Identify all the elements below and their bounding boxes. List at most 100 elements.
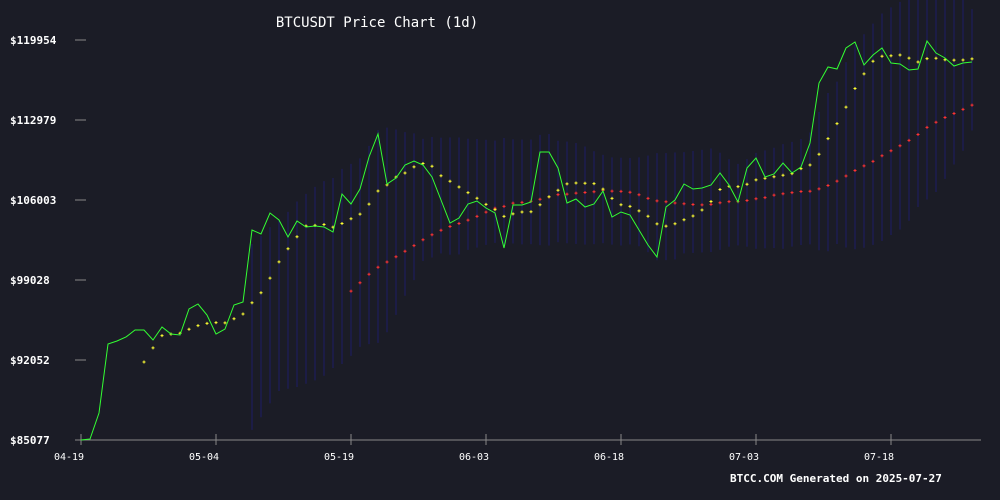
ma-long-point	[799, 190, 803, 194]
ma-long-point	[934, 120, 938, 124]
ma-long-point	[826, 184, 830, 188]
ma-long-point	[880, 154, 884, 158]
ma-long-point	[646, 196, 650, 200]
ma-long-point	[763, 196, 767, 200]
ma-short-point	[358, 212, 362, 216]
ma-long-point	[898, 144, 902, 148]
ma-long-point	[637, 193, 641, 197]
ma-long-point	[718, 201, 722, 205]
ma-long-point	[772, 193, 776, 197]
ma-short-point	[628, 204, 632, 208]
ma-short-point	[214, 321, 218, 325]
ma-short-point	[709, 199, 713, 203]
ma-short-point	[448, 179, 452, 183]
ma-long-point	[664, 200, 668, 204]
ma-long-point	[952, 112, 956, 116]
ma-long-point	[466, 218, 470, 222]
ma-long-point	[727, 200, 731, 204]
ma-short-point	[475, 196, 479, 200]
x-tick-label: 04-19	[54, 452, 84, 463]
ma-short-point	[718, 187, 722, 191]
ma-short-point	[340, 221, 344, 225]
ma-short-point	[835, 122, 839, 126]
ma-long-point	[520, 200, 524, 204]
ma-short-point	[691, 214, 695, 218]
ma-short-point	[700, 208, 704, 212]
y-tick-label: $119954	[10, 34, 57, 47]
ma-long-point	[421, 238, 425, 242]
footer-text: BTCC.COM Generated on 2025-07-27	[730, 472, 942, 485]
ma-short-point	[412, 165, 416, 169]
ma-long-point	[970, 103, 974, 107]
ma-short-point	[673, 222, 677, 226]
x-tick-label: 05-04	[189, 452, 219, 463]
x-tick-label: 07-03	[729, 452, 759, 463]
ma-long-point	[574, 191, 578, 195]
ma-long-point	[700, 203, 704, 207]
ma-short-point	[772, 175, 776, 179]
ma-long-point	[358, 281, 362, 285]
ma-short-point	[664, 224, 668, 228]
ma-long-point	[925, 125, 929, 129]
ma-short-point	[637, 209, 641, 213]
ma-short-point	[619, 203, 623, 207]
ma-long-point	[475, 214, 479, 218]
ma-short-point	[916, 60, 920, 64]
ma-short-point	[349, 217, 353, 221]
ma-short-point	[376, 189, 380, 193]
ma-short-point	[277, 260, 281, 264]
ma-short-point	[457, 185, 461, 189]
axes: $85077 $92052 $99028 $106003 $112979 $119954 0…	[10, 34, 981, 463]
ma-short-point	[286, 247, 290, 251]
ma-long-point	[655, 199, 659, 203]
ma-long-point	[430, 233, 434, 237]
ma-short-point	[538, 203, 542, 207]
ma-long-point	[853, 169, 857, 173]
ma-short-point	[241, 312, 245, 316]
ma-long-point	[889, 149, 893, 153]
ma-long-point	[817, 187, 821, 191]
ma-long-point	[367, 272, 371, 276]
ma-short-point	[934, 56, 938, 60]
ma-short-point	[592, 182, 596, 186]
ma-short-point	[610, 196, 614, 200]
ma-long-point	[790, 191, 794, 195]
ma-short-point	[268, 276, 272, 280]
ma-long-point	[673, 201, 677, 205]
ma-long-point	[844, 174, 848, 178]
ma-long-point	[943, 115, 947, 119]
ma-short-point	[142, 360, 146, 364]
ma-short-point	[196, 324, 200, 328]
ma-short-point	[439, 174, 443, 178]
ma-short-point	[844, 105, 848, 109]
ma-short-point	[745, 182, 749, 186]
ma-long-point	[556, 193, 560, 197]
ma-short-point	[574, 181, 578, 185]
ma-short-point	[646, 214, 650, 218]
x-tick-label: 07-18	[864, 452, 894, 463]
ma-long-point	[448, 225, 452, 229]
ma-short-point	[970, 57, 974, 61]
ma-short-point	[529, 210, 533, 214]
ma-short-point	[682, 218, 686, 222]
ma-short-point	[322, 222, 326, 226]
y-tick-label: $99028	[10, 274, 50, 287]
ma-long-point	[394, 255, 398, 259]
ma-long-point	[610, 189, 614, 193]
ma-long-series	[349, 103, 974, 293]
ma-short-point	[556, 188, 560, 192]
ma-short-series	[142, 53, 974, 364]
ma-long-point	[871, 159, 875, 163]
ma-short-point	[259, 291, 263, 295]
ma-long-point	[412, 244, 416, 248]
x-tick-label: 06-03	[459, 452, 489, 463]
ma-short-point	[862, 72, 866, 76]
ma-short-point	[898, 53, 902, 57]
ma-long-point	[511, 201, 515, 205]
ma-short-point	[565, 182, 569, 186]
y-tick-label: $85077	[10, 434, 50, 447]
ma-short-point	[295, 235, 299, 239]
y-tick-label: $106003	[10, 194, 56, 207]
